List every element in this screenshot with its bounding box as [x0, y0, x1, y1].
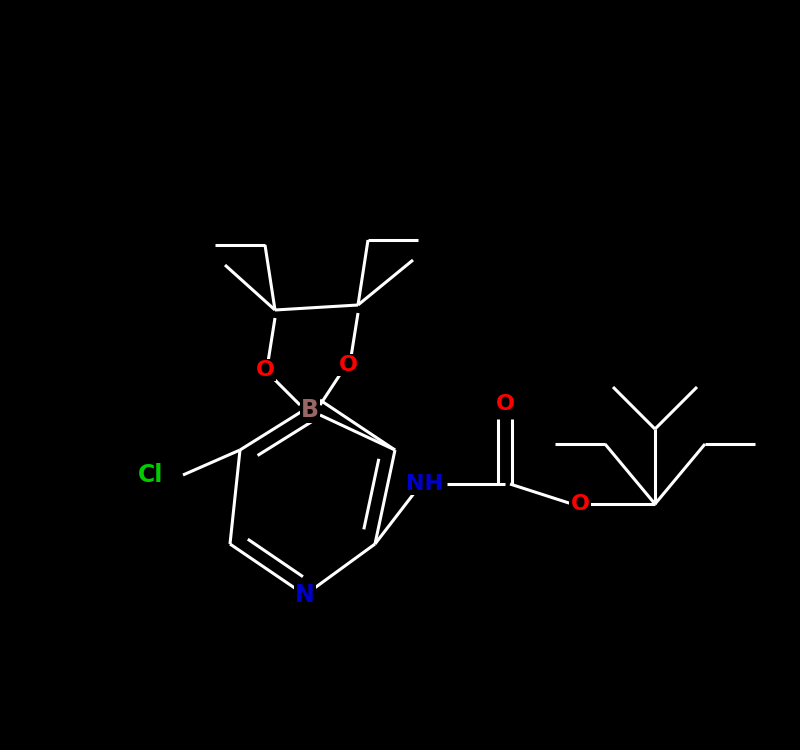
- Text: N: N: [295, 583, 315, 607]
- Text: B: B: [301, 398, 319, 422]
- Text: O: O: [338, 355, 358, 375]
- Text: Cl: Cl: [138, 463, 163, 487]
- Text: O: O: [255, 360, 274, 380]
- Text: O: O: [570, 494, 590, 514]
- Text: O: O: [495, 394, 514, 414]
- Text: NH: NH: [406, 474, 443, 494]
